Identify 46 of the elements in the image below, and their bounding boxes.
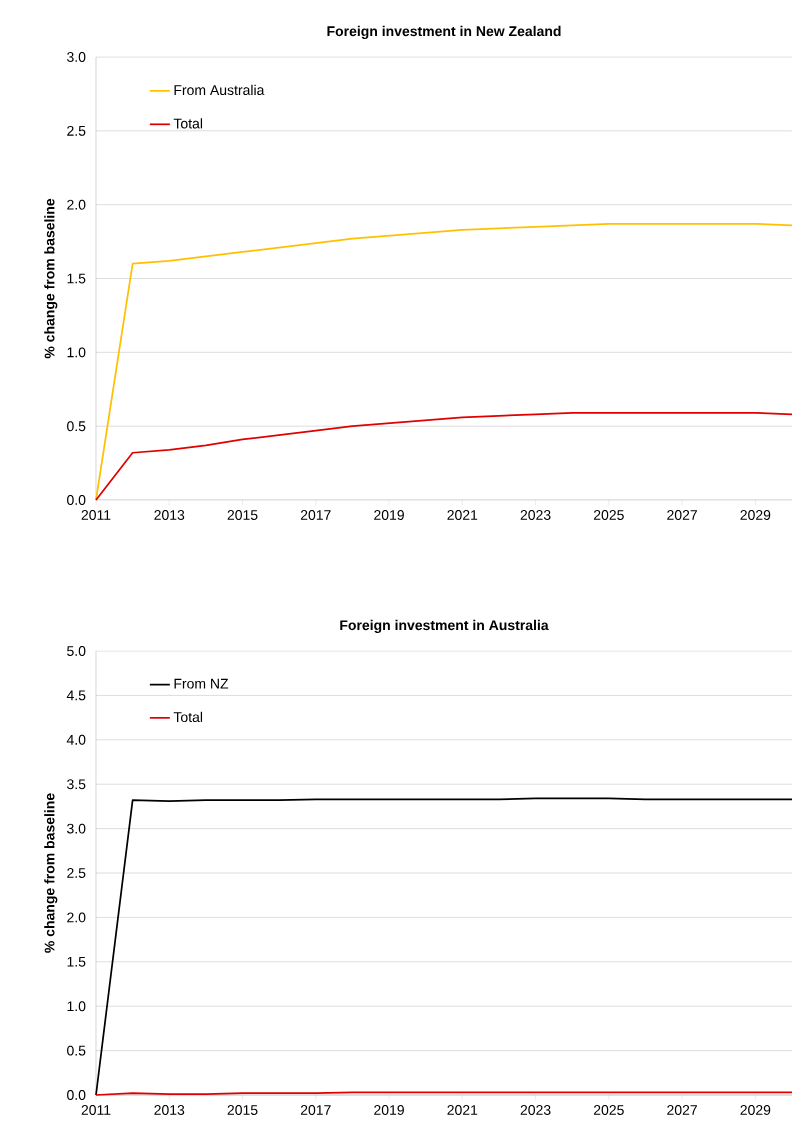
x-tick-label: 2023: [520, 1105, 551, 1115]
x-tick-label: 2027: [667, 510, 697, 520]
x-tick-label: 2017: [300, 510, 331, 520]
x-tick-label: 2015: [227, 1105, 258, 1115]
x-tick-label: 2023: [520, 510, 551, 520]
y-tick-label: 0.0: [67, 1090, 86, 1100]
chart-title: Foreign investment in New Zealand: [327, 25, 561, 39]
chart-title: Foreign investment in Australia: [340, 619, 549, 633]
y-tick-label: 0.5: [67, 1045, 86, 1056]
x-tick-label: 2025: [593, 1105, 624, 1115]
y-tick-label: 1.5: [67, 273, 86, 284]
y-tick-label: 3.0: [67, 52, 86, 62]
y-tick-label: 2.0: [67, 199, 86, 210]
x-tick-label: 2017: [300, 1105, 331, 1115]
y-axis-title: % change from baseline: [44, 198, 58, 359]
y-tick-label: 3.5: [67, 779, 86, 790]
x-tick-label: 2013: [154, 1105, 185, 1115]
y-tick-label: 2.5: [67, 868, 86, 878]
legend-label: From Australia: [174, 84, 265, 96]
x-tick-label: 2027: [667, 1105, 697, 1115]
legend-label: From NZ: [174, 678, 229, 689]
y-tick-label: 0.0: [67, 495, 86, 505]
legend-label: Total: [173, 711, 203, 723]
x-tick-label: 2019: [374, 1105, 404, 1115]
x-tick-label: 2019: [374, 510, 404, 520]
x-tick-label: 2021: [447, 510, 478, 520]
x-tick-label: 2011: [81, 1105, 111, 1115]
y-tick-label: 4.0: [66, 734, 86, 745]
y-tick-label: 1.0: [67, 347, 86, 358]
y-tick-label: 0.5: [67, 421, 86, 432]
legend-label: Total: [173, 118, 203, 129]
x-tick-label: 2029: [740, 1105, 771, 1115]
x-tick-label: 2011: [81, 510, 111, 520]
y-tick-label: 1.0: [67, 1001, 86, 1012]
y-tick-label: 2.5: [67, 125, 86, 136]
x-tick-label: 2029: [740, 510, 771, 520]
y-axis-title: % change from baseline: [44, 793, 58, 953]
x-tick-label: 2015: [227, 510, 258, 520]
x-tick-label: 2025: [593, 510, 624, 520]
x-tick-label: 2021: [447, 1105, 478, 1115]
y-tick-label: 5.0: [67, 646, 86, 656]
y-tick-label: 4.5: [66, 690, 86, 701]
y-tick-label: 2.0: [67, 912, 86, 923]
x-tick-label: 2013: [154, 510, 185, 520]
y-tick-label: 3.0: [67, 823, 86, 834]
y-tick-label: 1.5: [67, 956, 86, 967]
